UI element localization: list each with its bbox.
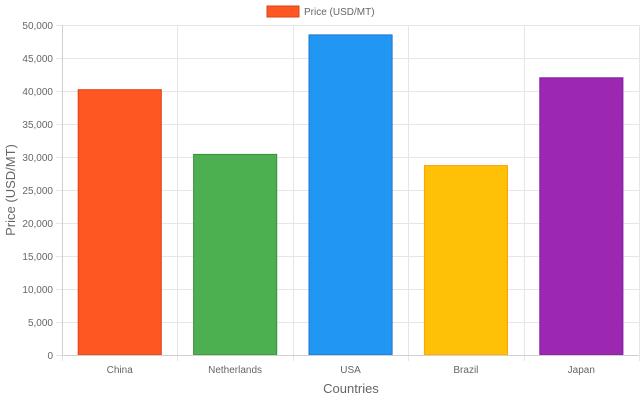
x-tick-label: China	[107, 365, 134, 376]
y-tick-label: 45,000	[22, 54, 53, 65]
y-tick-label: 30,000	[22, 153, 53, 164]
y-tick-label: 40,000	[22, 87, 53, 98]
bar-brazil[interactable]	[423, 165, 508, 356]
x-axis-title: Countries	[323, 381, 379, 396]
y-tick-label: 20,000	[22, 219, 53, 230]
x-tick-label: Netherlands	[208, 365, 262, 376]
bars	[77, 34, 624, 356]
y-tick-label: 35,000	[22, 120, 53, 131]
y-axis-title: Price (USD/MT)	[3, 144, 18, 236]
y-tick-label: 25,000	[22, 186, 53, 197]
x-tick-label: Japan	[568, 365, 595, 376]
legend[interactable]: Price (USD/MT)	[266, 5, 375, 18]
bar-china[interactable]	[77, 89, 162, 356]
y-tick-label: 0	[47, 351, 53, 362]
x-tick-label: USA	[340, 365, 361, 376]
y-tick-label: 50,000	[22, 21, 53, 32]
legend-swatch[interactable]	[266, 5, 300, 18]
y-tick-label: 5,000	[28, 318, 53, 329]
bar-japan[interactable]	[539, 77, 624, 356]
y-tick-label: 15,000	[22, 252, 53, 263]
bar-netherlands[interactable]	[193, 153, 278, 356]
x-tick-label: Brazil	[453, 365, 478, 376]
bar-usa[interactable]	[308, 34, 393, 356]
y-tick-label: 10,000	[22, 285, 53, 296]
axes: 0 5,000 10,000 15,000 20,000 25,000 30,000 35,0…	[22, 21, 639, 376]
legend-label[interactable]: Price (USD/MT)	[304, 7, 375, 18]
